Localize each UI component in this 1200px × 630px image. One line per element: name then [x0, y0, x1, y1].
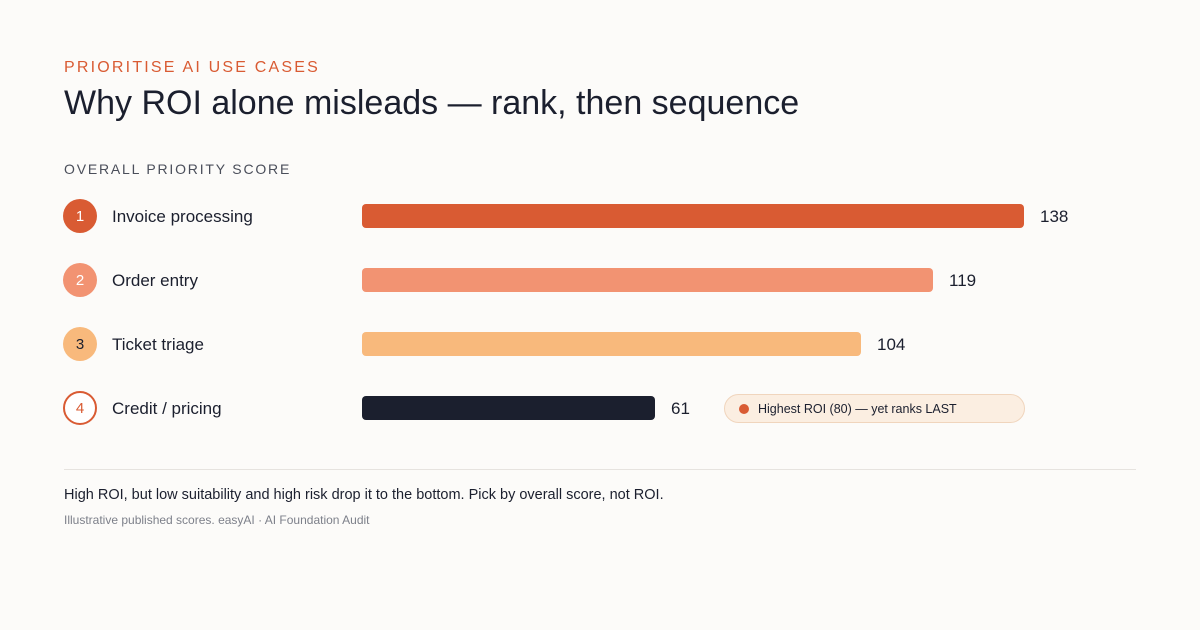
rank-badge: 1 [63, 199, 97, 233]
bar [362, 396, 655, 420]
annotation-text: Highest ROI (80) — yet ranks LAST [758, 401, 957, 416]
footer-note: High ROI, but low suitability and high r… [64, 487, 664, 503]
bar [362, 204, 1024, 228]
category-label: Credit / pricing [112, 399, 222, 418]
source-line: Illustrative published scores. easyAI · … [64, 513, 370, 527]
chart-row: 1 Invoice processing 138 [0, 199, 1200, 233]
chart-title: OVERALL PRIORITY SCORE [64, 161, 292, 177]
eyebrow: PRIORITISE AI USE CASES [64, 59, 320, 76]
value-label: 104 [877, 335, 906, 354]
bar [362, 268, 933, 292]
value-label: 119 [949, 271, 977, 290]
value-label: 138 [1040, 207, 1069, 226]
rank-badge: 2 [63, 263, 97, 297]
bar [362, 332, 861, 356]
rank-badge: 4 [63, 391, 97, 425]
category-label: Invoice processing [112, 207, 253, 226]
category-label: Order entry [112, 271, 198, 290]
chart-row: 2 Order entry 119 [0, 263, 1200, 297]
category-label: Ticket triage [112, 335, 204, 354]
value-label: 61 [671, 399, 690, 418]
rank-badge: 3 [63, 327, 97, 361]
dot-icon [739, 403, 749, 414]
annotation-callout: Highest ROI (80) — yet ranks LAST [724, 394, 1025, 423]
chart-row: 3 Ticket triage 104 [0, 327, 1200, 361]
divider [64, 469, 1136, 470]
page-title: Why ROI alone misleads — rank, then sequ… [64, 84, 800, 122]
chart-row: 4 Credit / pricing 61 Highest ROI (80) — ye… [0, 391, 1200, 425]
